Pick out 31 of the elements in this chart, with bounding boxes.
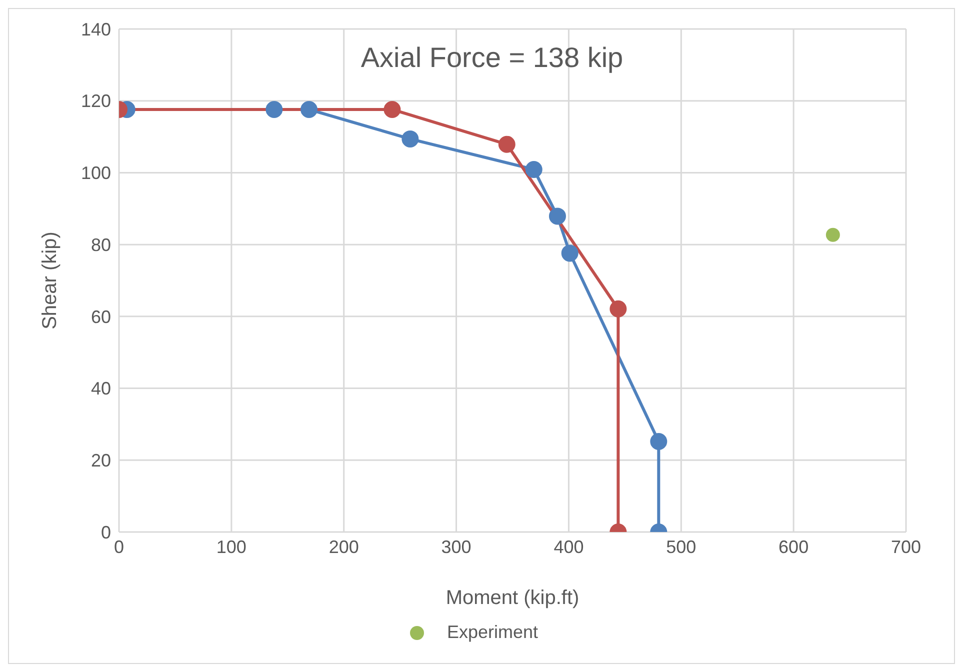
x-tick-label: 100 xyxy=(216,536,246,557)
x-tick-label: 300 xyxy=(441,536,472,557)
y-tick-label: 20 xyxy=(90,450,111,471)
y-tick-label: 80 xyxy=(90,234,111,255)
point xyxy=(561,244,578,262)
x-tick-label: 400 xyxy=(554,536,584,557)
point xyxy=(498,136,516,153)
text: Axial Force = 138 kip xyxy=(360,42,624,73)
point xyxy=(300,100,318,118)
point xyxy=(384,100,401,118)
point xyxy=(402,130,419,148)
point xyxy=(525,160,542,178)
point xyxy=(266,100,283,118)
y-tick-label: 100 xyxy=(80,163,111,184)
point xyxy=(650,432,668,450)
x-axis-title: Moment (kip.ft) xyxy=(446,587,580,609)
point xyxy=(826,228,840,242)
x-tick-label: 500 xyxy=(666,536,696,557)
point xyxy=(548,208,566,225)
x-tick-label: 600 xyxy=(778,536,809,557)
x-tick-label: 0 xyxy=(114,536,124,557)
legend-label: Experiment xyxy=(446,622,538,643)
y-tick-label: 0 xyxy=(100,522,111,542)
y-tick-label: 40 xyxy=(90,378,111,399)
y-axis-title: Shear (kip) xyxy=(39,232,62,330)
x-tick-label: 700 xyxy=(890,536,922,557)
y-tick-label: 140 xyxy=(80,19,111,40)
y-tick-label: 120 xyxy=(80,91,111,112)
point xyxy=(610,300,627,318)
y-tick-label: 60 xyxy=(90,306,111,327)
x-tick-label: 200 xyxy=(328,536,359,557)
